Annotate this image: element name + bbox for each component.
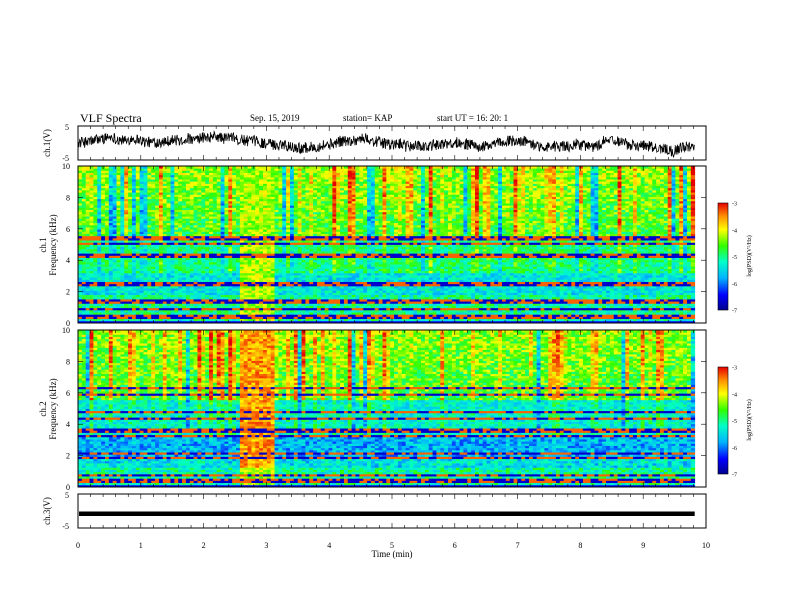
ch1-ylabel: ch.1(V)	[42, 129, 52, 157]
ch1-ytick-5: 5	[65, 123, 69, 132]
ch1-waveform-panel: 5 -5 ch.1(V)	[42, 123, 706, 163]
ch1-spectrogram-cells	[78, 166, 695, 323]
vlf-spectra-figure: 5 -5 ch.1(V) 0246810 ch.1 Frequency (kHz…	[0, 0, 792, 612]
